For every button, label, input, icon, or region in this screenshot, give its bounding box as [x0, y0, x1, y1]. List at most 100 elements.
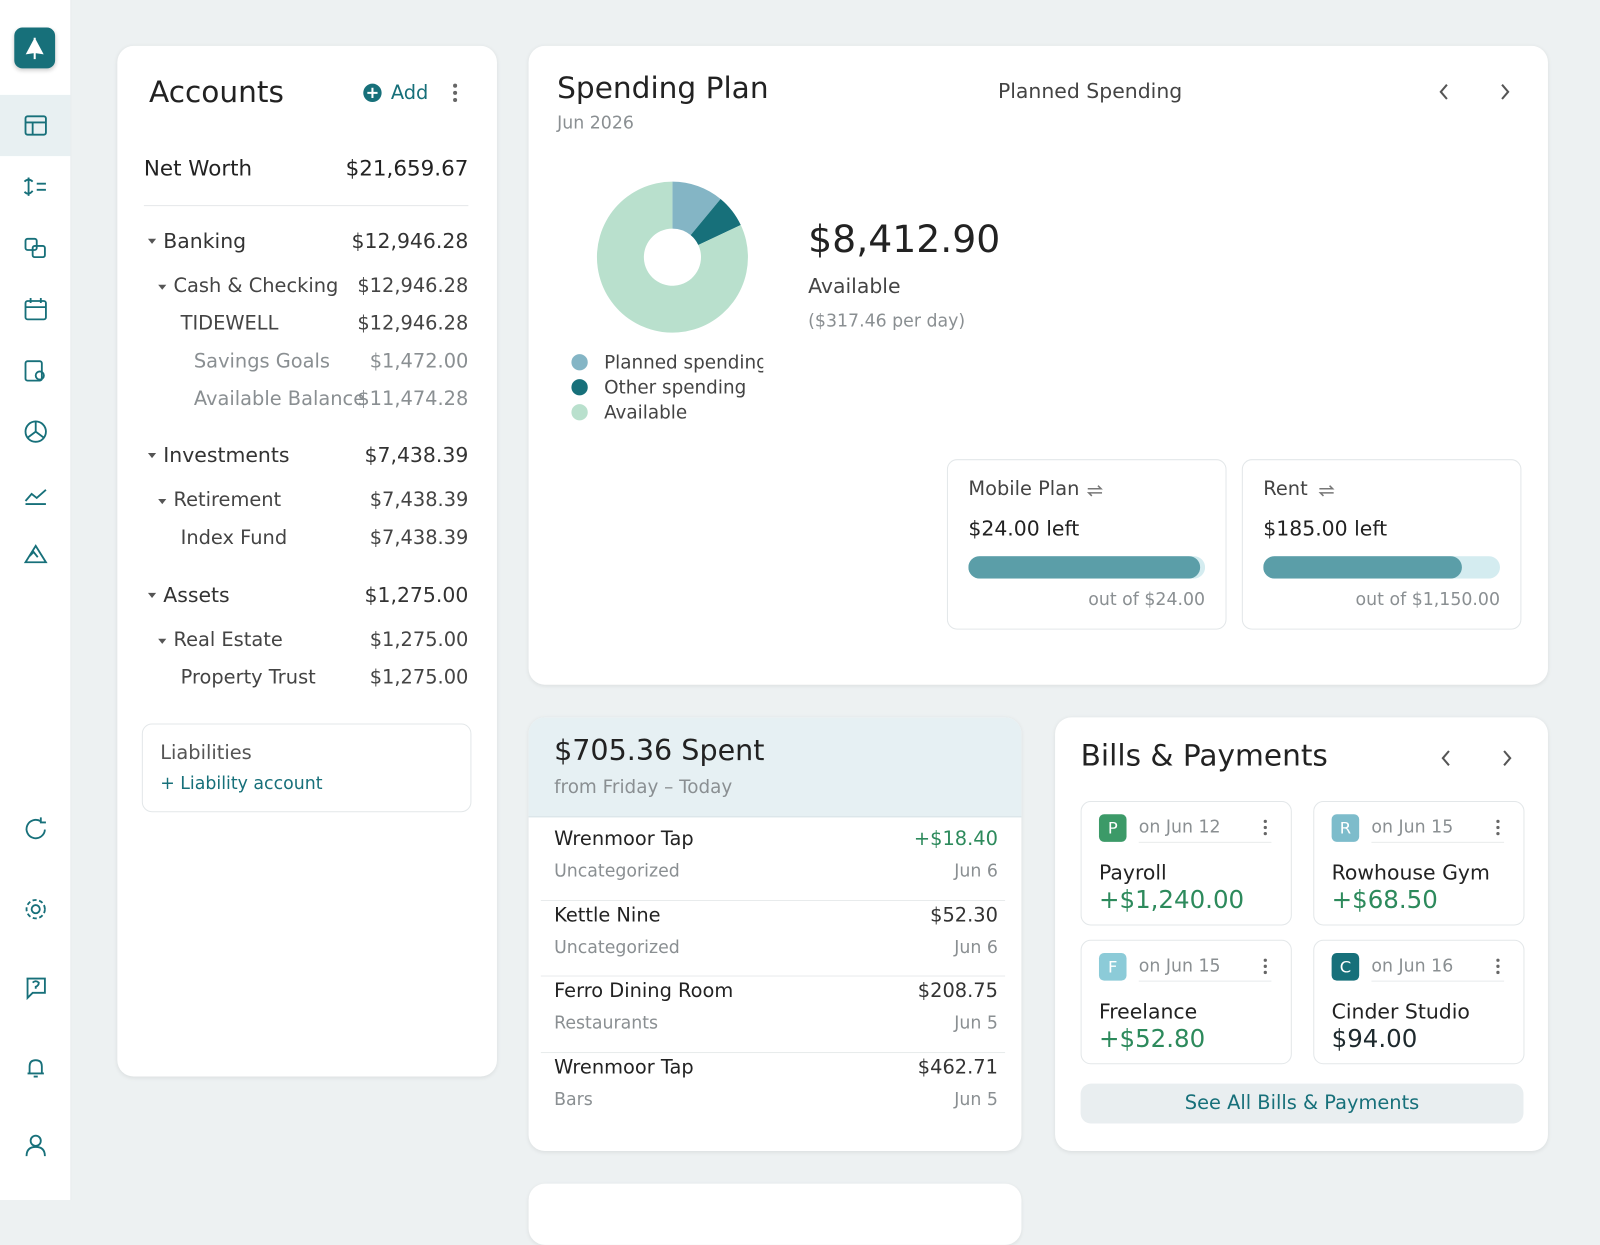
net-worth-row: Net Worth $21,659.67: [144, 156, 468, 180]
bill-menu[interactable]: [1495, 819, 1501, 837]
tx-amount: $462.71: [917, 1055, 998, 1079]
tx-date: Jun 5: [954, 1089, 998, 1110]
account-name: Investments: [163, 442, 290, 468]
account-name: Retirement: [173, 488, 282, 512]
caret: [158, 284, 167, 290]
nav-notifications[interactable]: [27, 1059, 44, 1078]
transaction[interactable]: Kettle Nine Uncategorized $52.30 Jun 6: [541, 904, 1005, 975]
legend-dot: [571, 354, 588, 371]
bill-amount: +$1,240.00: [1098, 885, 1245, 915]
budget-bar: [1263, 556, 1500, 579]
caret: [158, 638, 167, 644]
accounts-menu[interactable]: [450, 82, 460, 106]
bill-initial: C: [1331, 953, 1360, 981]
bills-nav: [1441, 750, 1512, 766]
net-worth-label: Net Worth: [143, 156, 253, 181]
tx-date: Jun 6: [954, 937, 998, 958]
repeat-icon: [1086, 485, 1103, 497]
account-name: Banking: [163, 228, 247, 254]
per-day: ($317.46 per day): [808, 311, 966, 332]
prev-period[interactable]: [1439, 84, 1448, 100]
legend-dot: [571, 379, 588, 396]
divider: [540, 1051, 1006, 1053]
nav-trends[interactable]: [24, 489, 47, 505]
bill-menu[interactable]: [1495, 958, 1501, 976]
repeat-glyph: [1318, 485, 1335, 497]
divider: [143, 205, 469, 207]
spending-plan-title: Spending Plan: [557, 70, 769, 106]
transaction[interactable]: Wrenmoor Tap Bars $462.71 Jun 5: [541, 1056, 1005, 1127]
tx-name: Ferro Dining Room: [554, 979, 734, 1003]
nav-transactions[interactable]: [23, 177, 46, 196]
dot: [1263, 964, 1267, 968]
nav-help[interactable]: [26, 977, 46, 1001]
nav-reports[interactable]: [24, 360, 45, 382]
nav-investments[interactable]: [23, 544, 48, 564]
account-name: Real Estate: [173, 628, 283, 652]
bills-next[interactable]: [1503, 750, 1512, 766]
logo[interactable]: [14, 27, 56, 69]
bill-menu[interactable]: [1262, 819, 1268, 837]
account-name: Assets: [163, 582, 230, 608]
spending-plan-period: Jun 2026: [557, 113, 634, 134]
bill-initial: F: [1098, 953, 1127, 981]
budget-name: Rent: [1263, 477, 1308, 500]
nav-dashboard[interactable]: [24, 115, 47, 136]
bill-name: Cinder Studio: [1331, 998, 1470, 1024]
bill-date: on Jun 16: [1371, 956, 1454, 977]
tx-name: Kettle Nine: [554, 903, 661, 927]
bill-date-rule: [1371, 841, 1505, 843]
dot: [1263, 825, 1267, 830]
sidebar: [0, 0, 72, 1200]
account-value: $1,275.00: [364, 582, 469, 608]
nav-budget[interactable]: [24, 420, 47, 443]
add-button[interactable]: Add: [362, 82, 428, 104]
bill-menu[interactable]: [1262, 958, 1268, 976]
liabilities-box: Liabilities + Liability account: [141, 723, 472, 813]
bill-name: Freelance: [1098, 998, 1198, 1024]
view-selector[interactable]: Planned Spending: [997, 78, 1183, 104]
repeat-glyph: [1086, 485, 1103, 497]
spent-range: from Friday – Today: [554, 776, 733, 798]
transaction[interactable]: Ferro Dining Room Restaurants $208.75 Jun 5: [541, 980, 1005, 1051]
transaction[interactable]: Wrenmoor Tap Uncategorized +$18.40 Jun 6: [541, 828, 1005, 899]
bills-prev[interactable]: [1441, 750, 1450, 766]
divider: [540, 975, 1006, 977]
bills-card: Bills & Payments See All Bills & Payment…: [1055, 717, 1548, 1152]
tx-amount: $52.30: [930, 903, 998, 927]
nav-active: [0, 94, 71, 157]
see-all-button[interactable]: See All Bills & Payments: [1080, 1083, 1524, 1124]
dot: [1496, 819, 1500, 824]
nav-profile[interactable]: [25, 1134, 46, 1157]
next-card: [528, 1183, 1022, 1245]
nav-icons: [23, 115, 48, 1157]
budget-card[interactable]: Rent $185.00 left out of $1,150.00: [1241, 459, 1522, 630]
nav-sync[interactable]: [25, 817, 46, 840]
account-name: Cash & Checking: [173, 274, 339, 297]
liability-link[interactable]: + Liability account: [160, 773, 323, 794]
nav-categories[interactable]: [24, 237, 46, 259]
net-worth-value: $21,659.67: [345, 156, 469, 181]
dot: [1263, 970, 1267, 975]
account-tree: Banking $12,946.28 Cash & Checking $12,946.…: [117, 46, 497, 760]
dot: [1263, 832, 1267, 836]
next-period[interactable]: [1501, 84, 1510, 100]
account-value: $12,946.28: [357, 274, 469, 297]
bill-date: on Jun 15: [1138, 956, 1221, 977]
tx-amount: +$18.40: [913, 827, 998, 850]
nav-calendar[interactable]: [24, 297, 47, 321]
bill-amount: +$68.50: [1331, 885, 1438, 915]
spending-plan-card: Spending Plan Jun 2026 Planned Spending …: [528, 45, 1548, 685]
account-value: $11,474.28: [357, 387, 469, 410]
spent-card: $705.36 Spent from Friday – Today Wrenmo…: [528, 717, 1022, 1152]
bill-name: Payroll: [1098, 860, 1167, 885]
budget-total: out of $1,150.00: [1355, 589, 1500, 611]
dot: [1263, 819, 1267, 824]
budget-card[interactable]: Mobile Plan $24.00 left out of $24.00: [946, 459, 1227, 630]
nav-settings[interactable]: [25, 899, 46, 920]
account-name: Index Fund: [180, 526, 288, 549]
